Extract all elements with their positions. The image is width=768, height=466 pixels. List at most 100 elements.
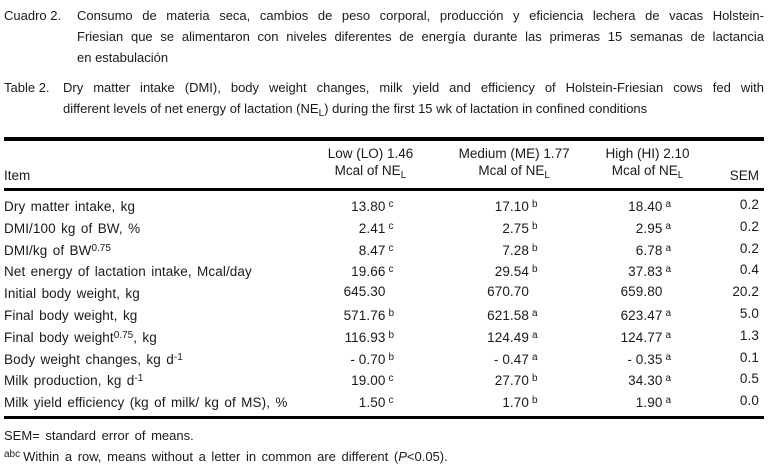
caption-english-label: Table 2. — [4, 80, 50, 95]
item-cell: Net energy of lactation intake, Mcal/day — [4, 264, 252, 280]
sig-letter: b — [532, 220, 538, 232]
medium-value-cell: 1.70 b — [440, 391, 587, 413]
sig-letter: b — [388, 329, 395, 341]
sig-letter: a — [665, 199, 672, 210]
sig-letter: b — [532, 264, 538, 276]
table-row: Net energy of lactation intake, Mcal/day… — [4, 260, 764, 282]
high-value-cell: 623.47 a — [588, 304, 708, 326]
low-value-cell: 645.30 — [343, 284, 386, 300]
item-cell: DMI/100 kg of BW, % — [4, 220, 141, 236]
caption-line: en estabulación — [77, 50, 169, 65]
sem-value-cell: 1.3 — [739, 327, 759, 343]
table-row: Dry matter intake, kg 13.80 c 17.10 b 18.4… — [4, 195, 764, 217]
sig-letter: b — [388, 351, 395, 363]
low-value-cell: 19.00 c — [335, 369, 407, 391]
low-value-cell: 8.47 c — [335, 239, 407, 261]
caption-spanish: Cuadro 2. Consumo de materia seca, cambi… — [4, 0, 764, 68]
sig-letter: c — [388, 220, 394, 232]
nel-subscript: L — [677, 170, 684, 181]
data-table: Item Low (LO) 1.46 Mcal of NEL Medium (M… — [4, 137, 764, 419]
p-value-symbol: P — [398, 448, 407, 464]
sig-letter: a — [532, 351, 538, 363]
footnote-abc: abc Within a row, means without a letter … — [4, 448, 448, 464]
sig-letter: a — [665, 220, 672, 232]
medium-value-cell: 29.54 b — [440, 260, 587, 282]
medium-value-cell: 17.10 b — [440, 195, 587, 217]
sig-letter: b — [532, 373, 538, 385]
low-value-cell: 19.66 c — [335, 260, 407, 282]
caption-spanish-label: Cuadro 2. — [4, 8, 62, 23]
high-value-cell: 34.30 a — [588, 369, 708, 391]
medium-value-cell: 670.70 — [487, 284, 530, 300]
item-cell: Final body weight0.75, kg — [4, 329, 157, 345]
medium-value-cell: 2.75 b — [440, 217, 587, 239]
sig-letter: c — [388, 199, 394, 210]
sem-value-cell: 5.0 — [739, 305, 759, 321]
sig-letter: a — [665, 373, 672, 385]
sig-letter: b — [532, 242, 538, 254]
col-header-medium: Medium (ME) 1.77 Mcal of NEL — [458, 146, 570, 181]
nel-subscript: L — [544, 170, 550, 181]
sig-letter: b — [532, 199, 538, 210]
caption-english: Table 2. Dry matter intake (DMI), body w… — [4, 77, 764, 124]
high-value-cell: 18.40 a — [588, 195, 708, 217]
low-value-cell: 2.41 c — [335, 217, 407, 239]
sem-value-cell: 0.2 — [739, 197, 759, 212]
footnotes: SEM= standard error of means. abc Within … — [4, 426, 764, 466]
table-row: Final body weight, kg 571.76 b 621.58 a 62… — [4, 304, 764, 326]
caption-text-pre: different levels of net energy of lactat… — [63, 101, 319, 116]
table-row: Initial body weight, kg 645.30 670.70 65… — [4, 282, 764, 304]
caption-text-post: ) during the first 15 wk of lactation in… — [324, 101, 648, 116]
high-value-cell: 659.80 — [620, 284, 663, 300]
sig-letter: b — [532, 395, 538, 407]
sem-value-cell: 0.0 — [739, 393, 759, 409]
nel-subscript: L — [400, 170, 407, 181]
table-header-row: Item Low (LO) 1.46 Mcal of NEL Medium (M… — [4, 141, 764, 191]
item-cell: Final body weight, kg — [4, 307, 138, 323]
caption-line: Consumo de materia seca, cambios de peso… — [77, 8, 764, 23]
item-cell: Milk yield efficiency (kg of milk/ kg of… — [4, 395, 288, 411]
item-cell: Milk production, kg d-1 — [4, 373, 144, 389]
sig-letter: c — [388, 395, 394, 407]
sem-value-cell: 0.2 — [739, 240, 759, 256]
table-row: Milk yield efficiency (kg of milk/ kg of… — [4, 391, 764, 413]
sem-value-cell: 20.2 — [732, 284, 759, 300]
sig-letter: a — [665, 307, 672, 319]
table-row: DMI/100 kg of BW, % 2.41 c 2.75 b 2.95 a 0.… — [4, 217, 764, 239]
sig-letter: a — [665, 242, 672, 254]
caption-line: different levels of net energy of lactat… — [63, 98, 764, 124]
caption-line: Friesian que se alimentaron con niveles … — [77, 29, 764, 44]
nel-subscript: L — [318, 108, 325, 119]
sig-letter: c — [388, 242, 394, 254]
sig-letter: a — [665, 395, 672, 407]
table-row: Body weight changes, kg d-1 - 0.70 b - 0.… — [4, 348, 764, 370]
col-header-high: High (HI) 2.10 Mcal of NEL — [605, 146, 690, 181]
table-body: Dry matter intake, kg 13.80 c 17.10 b 18.4… — [4, 191, 764, 416]
low-value-cell: 571.76 b — [335, 304, 407, 326]
table-row: Milk production, kg d-1 19.00 c 27.70 b 34… — [4, 369, 764, 391]
table-row: Final body weight0.75, kg 116.93 b 124.49… — [4, 326, 764, 348]
sem-value-cell: 0.5 — [739, 371, 759, 387]
sig-letter: b — [388, 307, 395, 319]
item-cell: Initial body weight, kg — [4, 286, 140, 302]
sig-letter: a — [665, 264, 672, 276]
sig-letter: a — [532, 307, 538, 319]
medium-value-cell: - 0.47 a — [440, 348, 587, 370]
medium-value-cell: 124.49 a — [440, 326, 587, 348]
item-cell: Body weight changes, kg d-1 — [4, 351, 183, 367]
high-value-cell: 2.95 a — [588, 217, 708, 239]
sig-letter: c — [388, 264, 394, 276]
medium-value-cell: 7.28 b — [440, 239, 587, 261]
sem-value-cell: 0.2 — [739, 218, 759, 234]
low-value-cell: 116.93 b — [335, 326, 407, 348]
item-cell: Dry matter intake, kg — [4, 199, 136, 214]
sig-letter: a — [532, 329, 538, 341]
sem-value-cell: 0.4 — [739, 262, 759, 278]
col-header-low: Low (LO) 1.46 Mcal of NEL — [327, 146, 414, 181]
col-header-item: Item — [4, 168, 31, 183]
low-value-cell: - 0.70 b — [335, 348, 407, 370]
caption-spanish-text: Consumo de materia seca, cambios de peso… — [77, 5, 764, 68]
medium-value-cell: 27.70 b — [440, 369, 587, 391]
footnote-sem: SEM= standard error of means. — [4, 427, 194, 443]
low-value-cell: 1.50 c — [335, 391, 407, 413]
